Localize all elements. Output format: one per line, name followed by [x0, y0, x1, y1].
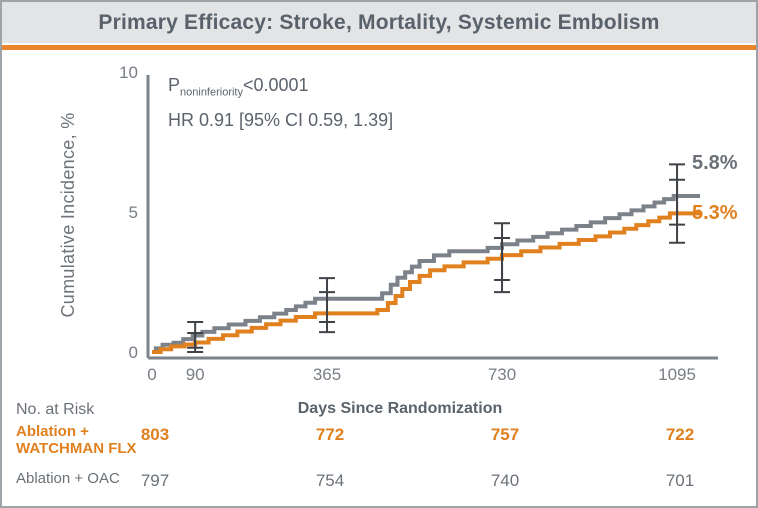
km-plot: 0 5 10 0 90 365 730 1095 5.8% 5.3% [119, 63, 738, 384]
series-end-label: 5.3% [692, 202, 738, 224]
stats-annotation: Pnoninferiority<0.0001 HR 0.91 [95% CI 0… [168, 72, 393, 134]
risk-row-label: Ablation + OAC [16, 470, 120, 487]
risk-count: 722 [665, 425, 695, 444]
title-accent-rule [2, 45, 756, 50]
x-tick-label: 365 [313, 365, 341, 384]
p-subscript: noninferiority [180, 86, 243, 99]
series-curve-watchman-flx [152, 211, 703, 354]
risk-count: 740 [490, 471, 520, 490]
p-value: <0.0001 [243, 75, 309, 95]
x-tick-label: 90 [186, 365, 205, 384]
risk-row-label: Ablation + WATCHMAN FLX [16, 423, 137, 457]
risk-count: 757 [490, 425, 520, 444]
x-axis-title: Days Since Randomization [297, 400, 503, 417]
risk-count: 754 [315, 471, 345, 490]
y-tick-label: 10 [119, 63, 138, 82]
y-tick-label: 0 [129, 343, 138, 362]
x-tick-label: 1095 [658, 365, 696, 384]
hazard-ratio-line: HR 0.91 [95% CI 0.59, 1.39] [168, 109, 394, 130]
series-curve-oac [152, 194, 701, 354]
series-end-label: 5.8% [692, 152, 738, 174]
slide-title: Primary Efficacy: Stroke, Mortality, Sys… [98, 10, 660, 34]
risk-count: 772 [315, 425, 345, 444]
p-label: P [168, 75, 181, 95]
x-tick-label: 730 [488, 365, 516, 384]
risk-table-title: No. at Risk [16, 401, 95, 418]
x-tick-label: 0 [147, 365, 156, 384]
risk-count: 803 [140, 425, 170, 444]
y-tick-label: 5 [129, 203, 138, 222]
slide-title-bar: Primary Efficacy: Stroke, Mortality, Sys… [2, 2, 756, 43]
p-value-line: Pnoninferiority<0.0001 [168, 72, 393, 107]
risk-count: 701 [665, 471, 695, 490]
risk-count: 797 [140, 471, 170, 490]
y-axis-title: Cumulative Incidence, % [58, 112, 78, 318]
